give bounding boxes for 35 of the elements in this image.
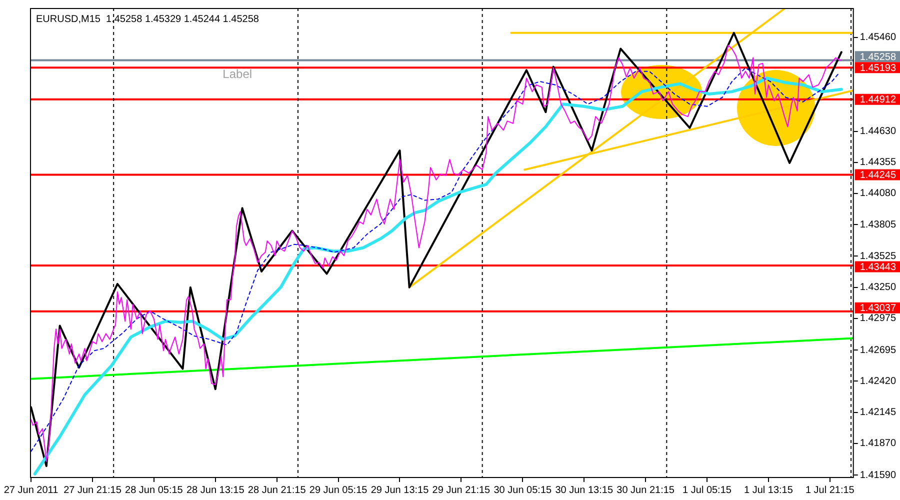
- x-tick-label: 30 Jun 05:15: [494, 484, 552, 496]
- y-tick-label: 1.41590: [860, 470, 896, 481]
- y-tick-label: 1.44080: [860, 188, 896, 200]
- y-tick-label: 1.42975: [860, 313, 896, 324]
- x-tick-label: 29 Jun 13:15: [370, 484, 430, 496]
- ref-line-label: 1.43037: [860, 303, 896, 314]
- y-tick-label: 1.41870: [860, 438, 896, 450]
- x-tick-label: 27 Jun 2011: [4, 484, 59, 496]
- x-tick-label: 28 Jun 21:15: [248, 484, 306, 496]
- x-tick-label: 28 Jun 05:15: [125, 484, 184, 496]
- x-tick-label: 1 Jul 21:15: [805, 484, 855, 496]
- ref-line-label: 1.45258: [860, 52, 896, 63]
- y-tick-label: 1.42695: [860, 344, 896, 356]
- y-tick-label: 1.43525: [860, 250, 896, 262]
- y-tick-label: 1.42145: [860, 407, 896, 418]
- x-tick-label: 1 Jul 05:15: [682, 484, 732, 496]
- y-tick-label: 1.43805: [860, 219, 896, 230]
- x-tick-label: 29 Jun 21:15: [432, 484, 491, 496]
- ref-line-label: 1.44912: [860, 94, 896, 106]
- ref-line-label: 1.45193: [860, 62, 896, 74]
- x-tick-label: 30 Jun 13:15: [555, 484, 614, 496]
- ref-line-label: 1.44245: [860, 170, 896, 182]
- x-tick-label: 30 Jun 21:15: [616, 484, 675, 496]
- x-tick-label: 29 Jun 05:15: [309, 484, 368, 496]
- y-tick-label: 1.44355: [860, 157, 896, 168]
- x-tick-label: 27 Jun 21:15: [64, 484, 122, 496]
- x-tick-label: 1 Jul 13:15: [744, 484, 794, 496]
- text: EURUSD,M15 1.45258 1.45329 1.45244 1.45258: [36, 14, 260, 25]
- y-tick-label: 1.43250: [860, 282, 896, 294]
- y-tick-label: 1.45460: [860, 32, 896, 44]
- annotation: Label: [222, 67, 252, 82]
- ref-line-label: 1.43443: [860, 262, 896, 273]
- y-tick-label: 1.44630: [860, 126, 896, 138]
- x-tick-label: 28 Jun 13:15: [186, 484, 245, 496]
- y-tick-label: 1.42420: [860, 376, 896, 387]
